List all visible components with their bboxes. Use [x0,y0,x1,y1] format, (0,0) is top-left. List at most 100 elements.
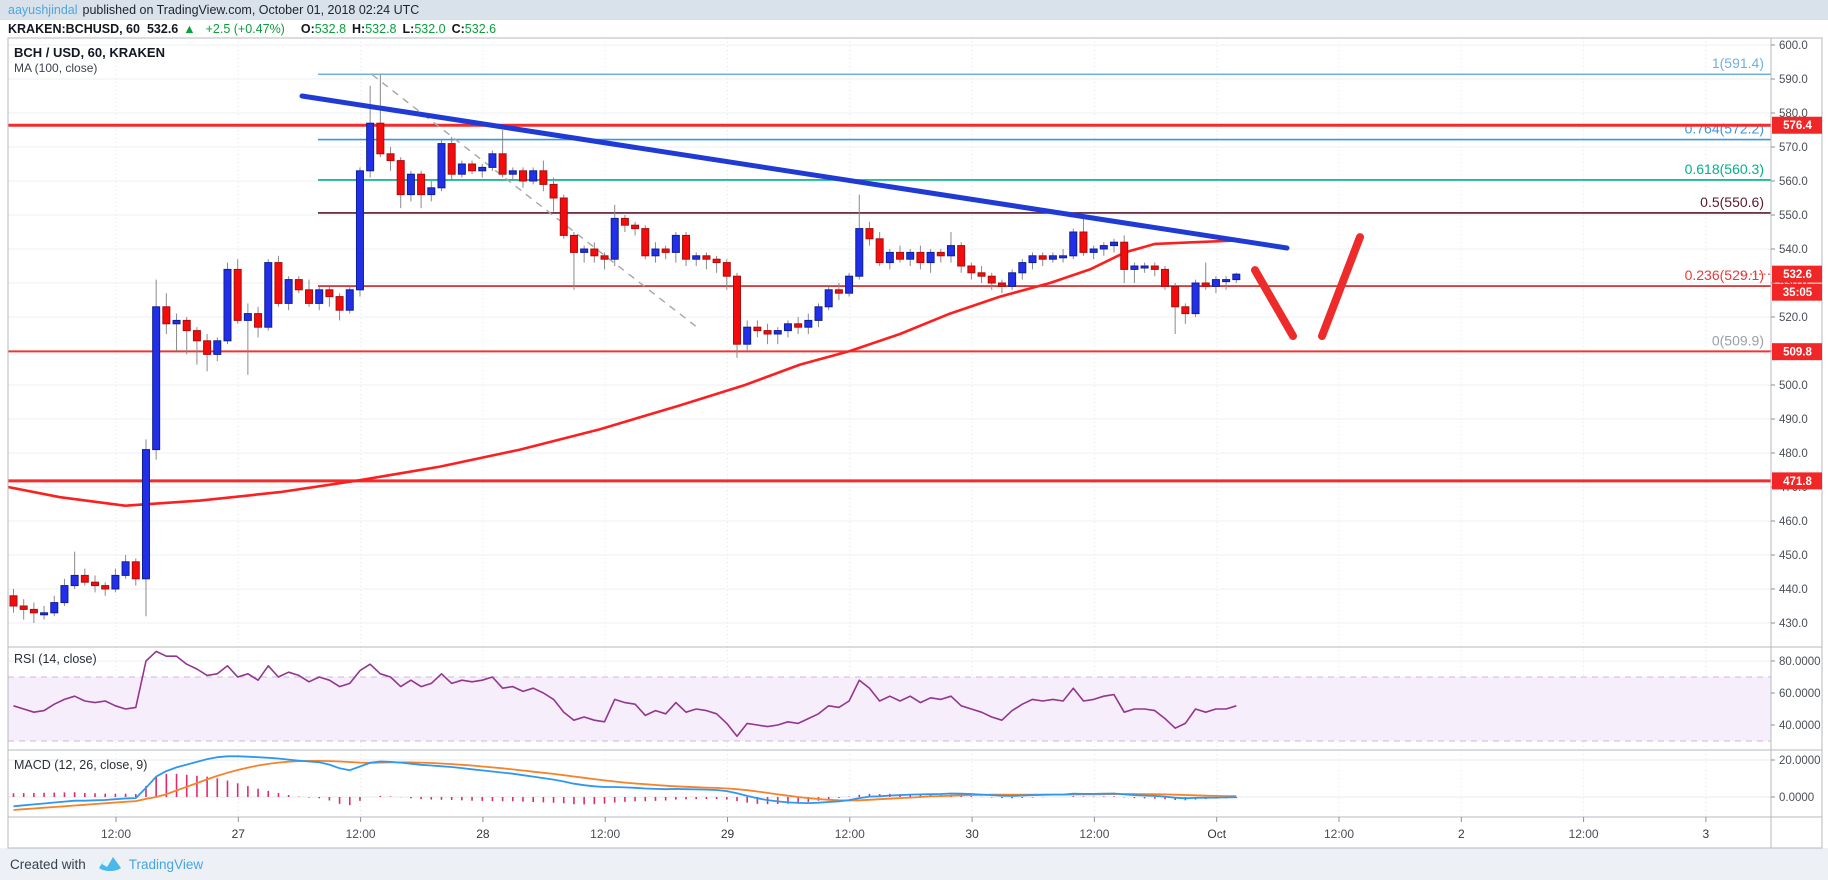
candle [1069,231,1078,257]
candle [814,306,823,321]
candle [682,234,691,260]
candle [569,234,578,253]
candle [926,251,935,264]
candle [355,170,364,291]
time-tick: 30 [965,827,979,841]
candle [203,340,212,355]
red-v-mark [1318,233,1364,341]
author-link[interactable]: aayushjindal [8,3,78,17]
time-tick: Oct [1207,827,1226,841]
candle [406,173,415,196]
close-value: 532.6 [464,22,497,36]
time-tick: 12:00 [1324,827,1354,841]
main-price-panel[interactable]: 1(591.4) 0.764(572.2) 0.618(560.3) 0.5(550.… [7,55,1771,623]
price-axis[interactable]: 600.0590.0580.0570.0560.0550.0540.0530.0… [1771,40,1822,804]
candle [182,319,191,332]
time-tick: 12:00 [101,827,131,841]
price-badge [1772,283,1822,301]
tradingview-brand-link[interactable]: TradingView [128,856,204,872]
red-v-mark [1251,266,1297,341]
candle [223,268,232,342]
candle [91,581,100,587]
candle [457,163,466,175]
candle [692,255,701,260]
open-label: O: [300,22,315,36]
candle [70,574,79,587]
candle [804,319,813,328]
fib-label: 0.5(550.6) [1700,194,1764,210]
price-tick: 460.0 [1779,516,1808,528]
candle [885,251,894,264]
candle [243,313,252,321]
candle [824,289,833,308]
fib-label: 1(591.4) [1712,55,1764,71]
price-badge-text: 509.8 [1783,347,1812,359]
candle [1089,248,1098,253]
publish-info-bar: aayushjindal published on TradingView.com… [0,0,1828,20]
price-tick: 430.0 [1779,618,1808,630]
candle [702,255,711,260]
candle [386,153,395,162]
rsi-tick: 40.0000 [1779,720,1821,732]
candle [366,122,375,172]
candle [590,248,599,257]
candle [743,326,752,345]
last-price: 532.6 [146,22,179,36]
price-tick: 570.0 [1779,142,1808,154]
price-tick: 540.0 [1779,244,1808,256]
candle [875,238,884,264]
price-badge [1772,265,1822,283]
symbol-info-bar: KRAKEN:BCHUSD, 60 532.6 ▲ +2.5 (+0.47%) O:53… [0,20,1828,38]
rsi-panel[interactable] [8,650,1771,742]
panel-borders [7,37,1823,849]
candle [977,272,986,277]
candle [294,279,303,291]
candle [101,585,110,590]
candle [274,262,283,304]
candle [1222,279,1231,283]
change-arrow-icon: ▲ [183,22,196,36]
candle [1160,268,1169,287]
symbol-name[interactable]: KRAKEN:BCHUSD, 60 [8,22,140,36]
candle [1181,306,1190,315]
candle [1171,285,1180,308]
candle [213,340,222,355]
price-tick: 550.0 [1779,210,1808,222]
price-badge-text: 471.8 [1783,476,1812,488]
candle [865,228,874,240]
time-tick: 12:00 [1079,827,1109,841]
candle [1038,255,1047,260]
price-tick: 480.0 [1779,448,1808,460]
time-axis[interactable]: 12:00 27 12:00 28 12:00 29 12:00 30 12:00 Oct 12:0… [101,817,1710,841]
time-tick: 27 [232,827,246,841]
high-label: H: [352,22,366,36]
open-value: 532.8 [314,22,347,36]
low-value: 532.0 [414,22,446,36]
candle [1008,272,1017,287]
low-label: L: [402,22,415,36]
candle [936,251,945,257]
macd-panel[interactable] [12,755,1238,811]
candle [172,319,181,325]
candle [284,279,293,304]
candle [478,166,487,172]
tradingview-logo-icon[interactable] [98,856,122,872]
candle [437,143,446,189]
candle [19,605,28,610]
candle [152,306,161,451]
price-tick: 520.0 [1779,312,1808,324]
candle [1120,241,1129,270]
candle [855,228,864,277]
candle [641,228,650,257]
candle [600,255,609,260]
candle [111,574,120,590]
blue-trendline [299,93,1290,251]
time-tick: 12:00 [1569,827,1599,841]
candle [131,561,140,580]
candle [753,326,762,332]
candle [946,245,955,257]
fib-label: 0(509.9) [1712,332,1764,348]
candle [610,217,619,260]
candle [519,170,527,182]
